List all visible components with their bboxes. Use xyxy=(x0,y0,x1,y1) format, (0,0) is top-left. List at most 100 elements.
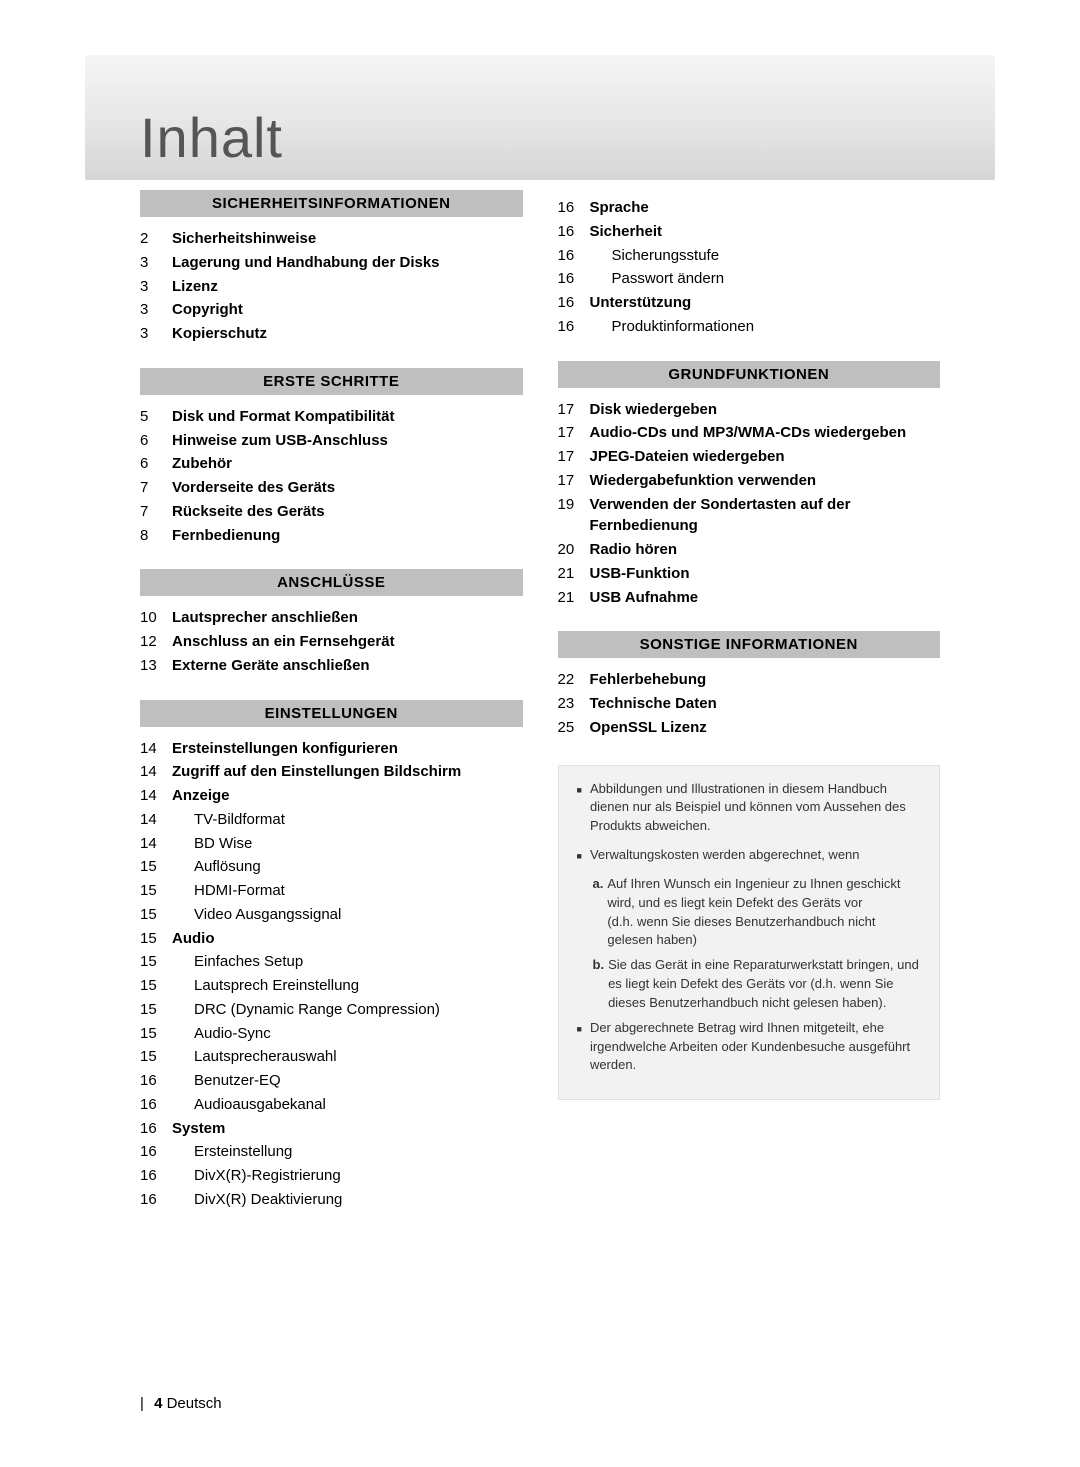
toc-page-number: 21 xyxy=(558,587,590,609)
section-header: GRUNDFUNKTIONEN xyxy=(558,361,941,388)
toc-page-number: 16 xyxy=(558,268,590,290)
toc-row: 16Unterstützung xyxy=(558,291,941,315)
toc-entry-text: BD Wise xyxy=(172,833,523,855)
toc-entry-text: Anzeige xyxy=(172,785,523,807)
section-header: SICHERHEITSINFORMATIONEN xyxy=(140,190,523,217)
toc-entry-text: Audioausgabekanal xyxy=(172,1094,523,1116)
toc-row: 14Ersteinstellungen konfigurieren xyxy=(140,737,523,761)
toc-row: 21USB Aufnahme xyxy=(558,586,941,610)
toc-row: 5Disk und Format Kompatibilität xyxy=(140,405,523,429)
toc-page-number: 16 xyxy=(558,245,590,267)
toc-row: 16Sicherungsstufe xyxy=(558,244,941,268)
toc-page-number: 7 xyxy=(140,477,172,499)
toc-entry-text: Ersteinstellungen konfigurieren xyxy=(172,738,523,760)
toc-row: 25OpenSSL Lizenz xyxy=(558,716,941,740)
toc-entry-text: Fernbedienung xyxy=(172,525,523,547)
toc-entry-text: Radio hören xyxy=(590,539,941,561)
note-bullet: Verwaltungskosten werden abgerechnet, we… xyxy=(577,846,922,865)
toc-row: 16Sprache xyxy=(558,196,941,220)
toc-page-number: 15 xyxy=(140,928,172,950)
toc-page-number: 15 xyxy=(140,904,172,926)
toc-entry-text: Unterstützung xyxy=(590,292,941,314)
toc-row: 15Einfaches Setup xyxy=(140,950,523,974)
toc-entry-text: DRC (Dynamic Range Compression) xyxy=(172,999,523,1021)
toc-entry-text: Kopierschutz xyxy=(172,323,523,345)
toc-entry-text: DivX(R) Deaktivierung xyxy=(172,1189,523,1211)
toc-page-number: 10 xyxy=(140,607,172,629)
toc-page-number: 16 xyxy=(558,316,590,338)
toc-page-number: 15 xyxy=(140,856,172,878)
toc-row: 16DivX(R)-Registrierung xyxy=(140,1164,523,1188)
toc-row: 15Auflösung xyxy=(140,855,523,879)
toc-page-number: 14 xyxy=(140,833,172,855)
toc-row: 7Rückseite des Geräts xyxy=(140,500,523,524)
toc-page-number: 3 xyxy=(140,323,172,345)
right-column: 16Sprache16Sicherheit16Sicherungsstufe16… xyxy=(558,190,941,1212)
toc-page-number: 16 xyxy=(558,221,590,243)
toc-page-number: 22 xyxy=(558,669,590,691)
toc-row: 17Audio-CDs und MP3/WMA-CDs wiedergeben xyxy=(558,421,941,445)
note-sub-item: b.Sie das Gerät in eine Reparaturwerksta… xyxy=(593,956,922,1013)
toc-entry-text: Passwort ändern xyxy=(590,268,941,290)
footer-page-number: 4 xyxy=(154,1395,162,1412)
toc-entry-text: Technische Daten xyxy=(590,693,941,715)
toc-row: 6Hinweise zum USB-Anschluss xyxy=(140,429,523,453)
toc-page-number: 3 xyxy=(140,276,172,298)
toc-entry-text: System xyxy=(172,1118,523,1140)
toc-page-number: 23 xyxy=(558,693,590,715)
page-title: Inhalt xyxy=(140,105,283,170)
toc-page-number: 16 xyxy=(558,197,590,219)
toc-entry-text: Audio-CDs und MP3/WMA-CDs wiedergeben xyxy=(590,422,941,444)
toc-row: 17Wiedergabefunktion verwenden xyxy=(558,469,941,493)
toc-entry-text: Copyright xyxy=(172,299,523,321)
toc-page-number: 16 xyxy=(140,1189,172,1211)
toc-entry-text: Lautsprecher anschließen xyxy=(172,607,523,629)
toc-row: 23Technische Daten xyxy=(558,692,941,716)
toc-page-number: 5 xyxy=(140,406,172,428)
toc-row: 16System xyxy=(140,1117,523,1141)
toc-row: 3Kopierschutz xyxy=(140,322,523,346)
toc-page-number: 16 xyxy=(140,1141,172,1163)
page: Inhalt SICHERHEITSINFORMATIONEN 2Sicherhe… xyxy=(0,0,1080,1467)
toc-page-number: 25 xyxy=(558,717,590,739)
toc-page-number: 16 xyxy=(558,292,590,314)
note-bullet: Der abgerechnete Betrag wird Ihnen mitge… xyxy=(577,1019,922,1076)
toc-row: 2Sicherheitshinweise xyxy=(140,227,523,251)
toc-entry-text: Sprache xyxy=(590,197,941,219)
toc-entry-text: USB Aufnahme xyxy=(590,587,941,609)
toc-page-number: 15 xyxy=(140,1046,172,1068)
toc-entry-text: Lautsprech Ereinstellung xyxy=(172,975,523,997)
toc-page-number: 15 xyxy=(140,951,172,973)
toc-entry-text: Einfaches Setup xyxy=(172,951,523,973)
toc-page-number: 13 xyxy=(140,655,172,677)
toc-entry-text: Zubehör xyxy=(172,453,523,475)
toc-row: 3Lagerung und Handhabung der Disks xyxy=(140,251,523,275)
toc-entry-text: Lautsprecherauswahl xyxy=(172,1046,523,1068)
toc-row: 15DRC (Dynamic Range Compression) xyxy=(140,998,523,1022)
toc-row: 17JPEG-Dateien wiedergeben xyxy=(558,445,941,469)
toc-row: 15Lautsprech Ereinstellung xyxy=(140,974,523,998)
toc-entry-text: OpenSSL Lizenz xyxy=(590,717,941,739)
toc-entry-text: Disk und Format Kompatibilität xyxy=(172,406,523,428)
toc-page-number: 16 xyxy=(140,1094,172,1116)
toc-page-number: 6 xyxy=(140,453,172,475)
toc-row: 10Lautsprecher anschließen xyxy=(140,606,523,630)
toc-page-number: 16 xyxy=(140,1165,172,1187)
toc-entry-text: DivX(R)-Registrierung xyxy=(172,1165,523,1187)
toc-entry-text: Vorderseite des Geräts xyxy=(172,477,523,499)
toc-page-number: 15 xyxy=(140,880,172,902)
toc-entry-text: Produktinformationen xyxy=(590,316,941,338)
toc-row: 7Vorderseite des Geräts xyxy=(140,476,523,500)
toc-page-number: 7 xyxy=(140,501,172,523)
toc-entry-text: Zugriff auf den Einstellungen Bildschirm xyxy=(172,761,523,783)
toc-row: 16DivX(R) Deaktivierung xyxy=(140,1188,523,1212)
toc-page-number: 15 xyxy=(140,1023,172,1045)
toc-row: 3Copyright xyxy=(140,298,523,322)
toc-page-number: 20 xyxy=(558,539,590,561)
toc-row: 17Disk wiedergeben xyxy=(558,398,941,422)
toc-entry-text: Sicherheit xyxy=(590,221,941,243)
section-header: SONSTIGE INFORMATIONEN xyxy=(558,631,941,658)
toc-entry-text: Video Ausgangssignal xyxy=(172,904,523,926)
toc-page-number: 12 xyxy=(140,631,172,653)
toc-page-number: 19 xyxy=(558,494,590,516)
